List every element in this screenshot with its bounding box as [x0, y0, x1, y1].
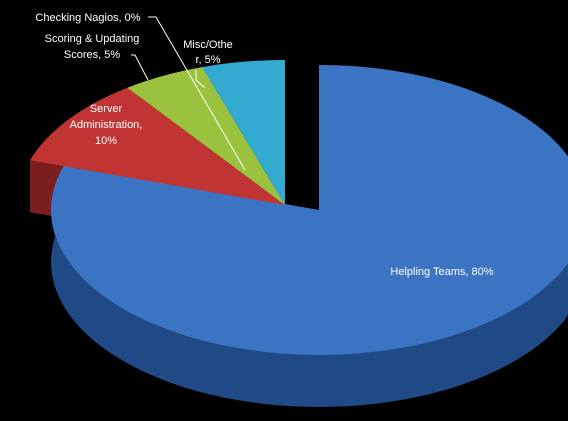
label-scoring-l2: Scores, 5%: [64, 49, 120, 61]
slice-helpling-teams: [51, 65, 568, 355]
label-helpling-teams: Helpling Teams, 80%: [390, 266, 493, 278]
leader-line-scoring: [131, 54, 149, 81]
label-server-administration-l2: Administration,: [70, 119, 143, 131]
slice-misc-other: [202, 60, 285, 205]
label-server-administration-l3: 10%: [95, 135, 117, 147]
slice-tops: [30, 60, 568, 355]
slice-scoring-updating-scores: [127, 67, 286, 205]
leader-lines: [131, 16, 246, 171]
leader-line-misc: [195, 70, 206, 89]
label-server-administration-l1: Server: [90, 103, 123, 115]
label-checking-nagios: Checking Nagios, 0%: [35, 12, 140, 24]
leader-line-checking-nagios: [148, 16, 246, 171]
label-scoring-l1: Scoring & Updating: [45, 33, 140, 45]
label-misc-l2: r, 5%: [195, 54, 220, 66]
label-misc-l1: Misc/Othe: [183, 39, 233, 51]
slice-server-administration: [30, 87, 286, 205]
